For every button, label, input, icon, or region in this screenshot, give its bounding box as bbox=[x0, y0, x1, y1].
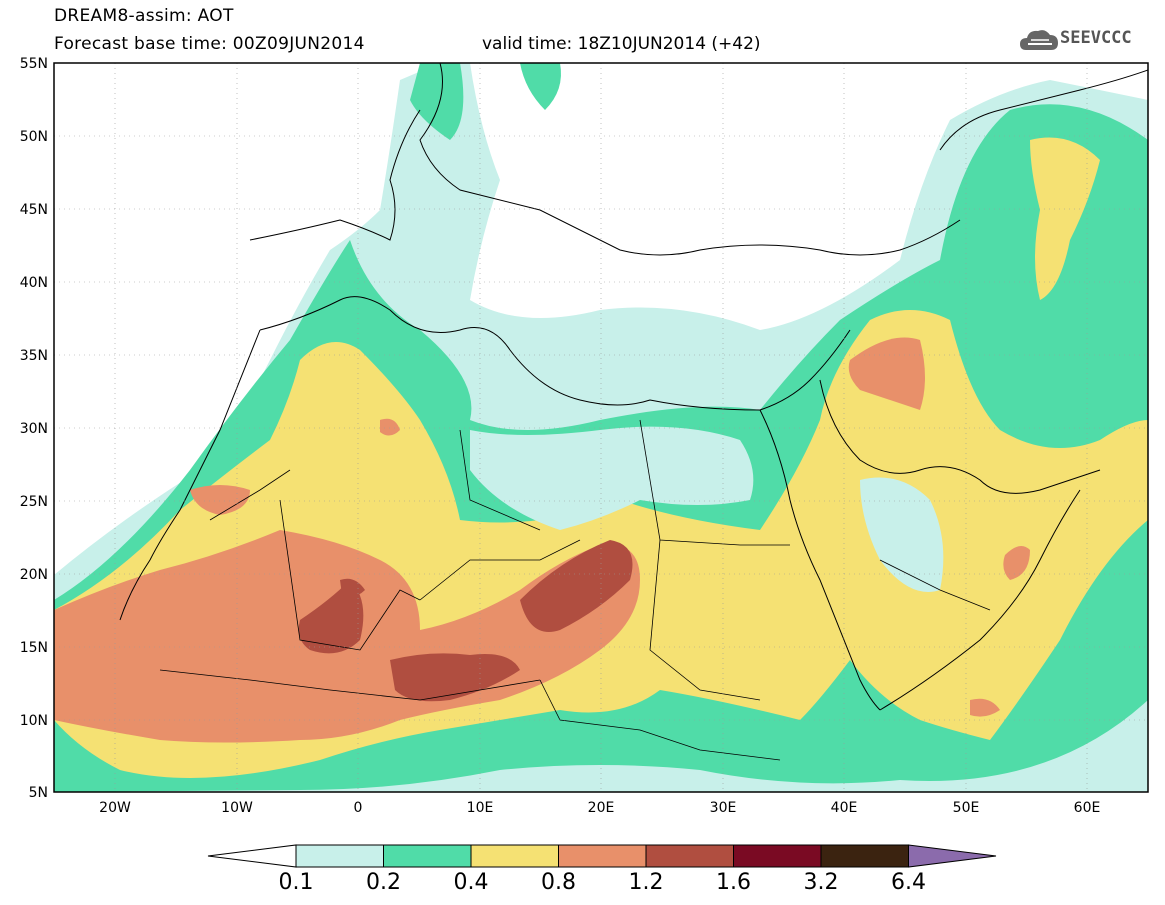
lat-label: 40N bbox=[20, 275, 48, 291]
lat-label: 35N bbox=[20, 348, 48, 364]
lon-label: 50E bbox=[953, 800, 980, 816]
lat-label: 20N bbox=[20, 567, 48, 583]
lon-labels: 20W 10W 0 10E 20E 30E 40E 50E 60E bbox=[99, 800, 1100, 816]
colorbar-swatch bbox=[383, 844, 472, 868]
colorbar-label: 0.4 bbox=[453, 870, 489, 895]
logo-text: SEEVCCC bbox=[1060, 28, 1132, 48]
colorbar-swatch bbox=[645, 844, 734, 868]
title-valid-time: valid time: 18Z10JUN2014 (+42) bbox=[482, 34, 761, 54]
colorbar-label: 0.1 bbox=[278, 870, 314, 895]
cloud-icon bbox=[1020, 30, 1058, 50]
colorbar-label: 3.2 bbox=[803, 870, 839, 895]
colorbar-swatch bbox=[295, 844, 384, 868]
colorbar-label: 6.4 bbox=[891, 870, 926, 895]
title-line1: DREAM8-assim: AOT bbox=[54, 6, 234, 26]
aot-fields bbox=[54, 63, 1148, 792]
colorbar-swatch bbox=[733, 844, 822, 868]
lon-label: 10W bbox=[221, 800, 253, 816]
colorbar-under-arrow bbox=[207, 844, 297, 868]
lon-label: 40E bbox=[831, 800, 858, 816]
colorbar-label: 0.2 bbox=[366, 870, 401, 895]
colorbar-over-arrow bbox=[908, 844, 997, 868]
lon-label: 20W bbox=[99, 800, 131, 816]
colorbar bbox=[207, 844, 997, 868]
lon-label: 60E bbox=[1074, 800, 1101, 816]
lat-label: 25N bbox=[20, 494, 48, 510]
title-base-time: Forecast base time: 00Z09JUN2014 bbox=[54, 34, 365, 54]
lat-label: 30N bbox=[20, 421, 48, 437]
colorbar-label: 1.6 bbox=[716, 870, 751, 895]
lon-label: 10E bbox=[467, 800, 494, 816]
map-frame bbox=[53, 62, 1149, 793]
lat-label: 55N bbox=[20, 56, 48, 72]
colorbar-label: 0.8 bbox=[541, 870, 576, 895]
lon-label: 30E bbox=[710, 800, 737, 816]
lat-label: 15N bbox=[20, 640, 48, 656]
colorbar-label: 1.2 bbox=[628, 870, 664, 895]
colorbar-swatch bbox=[820, 844, 909, 868]
colorbar-swatch bbox=[558, 844, 647, 868]
lon-label: 20E bbox=[588, 800, 615, 816]
lat-label: 5N bbox=[29, 785, 48, 801]
lon-label: 0 bbox=[354, 800, 363, 816]
lat-label: 10N bbox=[20, 713, 48, 729]
colorbar-swatch bbox=[470, 844, 559, 868]
lat-labels: 55N 50N 45N 40N 35N 30N 25N 20N 15N 10N … bbox=[20, 56, 48, 801]
coastlines bbox=[119, 63, 1148, 711]
borders bbox=[159, 419, 991, 761]
lat-label: 45N bbox=[20, 202, 48, 218]
lat-label: 50N bbox=[20, 129, 48, 145]
